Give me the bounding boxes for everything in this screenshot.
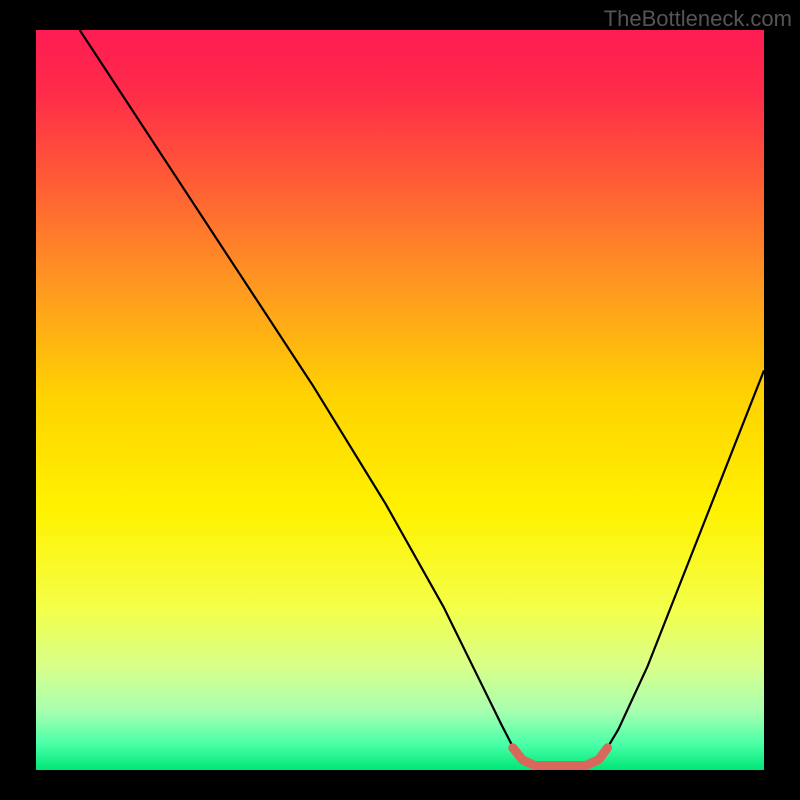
- chart-plot: [36, 30, 764, 770]
- watermark-text: TheBottleneck.com: [604, 6, 792, 32]
- gradient-background: [36, 30, 764, 770]
- chart-svg: [36, 30, 764, 770]
